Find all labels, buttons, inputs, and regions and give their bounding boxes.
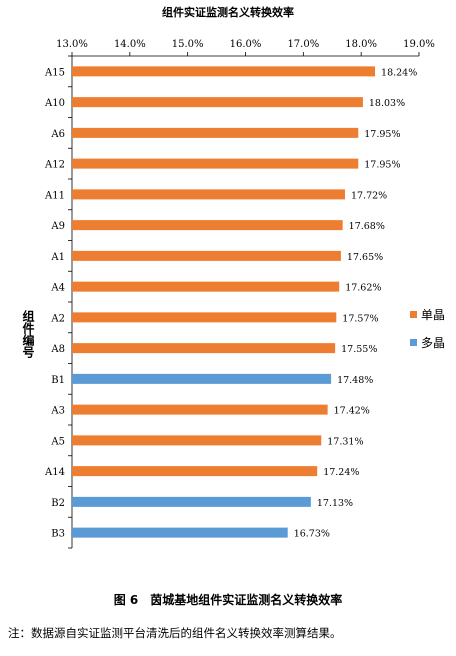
legend-label-poly: 多晶 [421, 335, 446, 350]
value-label: 17.95% [364, 129, 400, 140]
value-label: 17.48% [337, 375, 373, 386]
value-label: 17.42% [334, 406, 370, 417]
category-label: A8 [50, 344, 65, 355]
legend-swatch-poly [410, 338, 417, 346]
bar [72, 496, 311, 507]
value-label: 16.73% [294, 529, 330, 540]
bar [72, 97, 363, 108]
category-label: A1 [50, 252, 65, 263]
x-tick-label: 14.0% [114, 39, 146, 50]
value-label: 17.24% [323, 467, 359, 478]
category-label: B1 [51, 375, 65, 386]
category-label: B3 [51, 529, 65, 540]
legend-swatch-single [410, 310, 417, 318]
category-label: A2 [50, 313, 65, 324]
value-label: 17.65% [347, 252, 383, 263]
bar [72, 343, 336, 354]
value-label: 17.68% [349, 221, 385, 232]
value-label: 18.24% [381, 67, 417, 78]
category-label: A14 [44, 467, 65, 478]
category-label: B2 [51, 498, 65, 509]
category-label: A15 [44, 67, 65, 78]
category-label: A12 [44, 160, 65, 171]
figure-caption: 图 6 茵城基地组件实证监测名义转换效率 [113, 593, 343, 607]
x-tick-label: 16.0% [230, 39, 262, 50]
legend-item-single: 单晶 [410, 306, 445, 322]
value-label: 17.55% [341, 344, 377, 355]
category-label: A9 [50, 221, 65, 232]
category-label: A6 [50, 129, 65, 140]
figure-note: 注：数据源自实证监测平台清洗后的组件名义转换效率测算结果。 [8, 626, 342, 640]
bar [72, 373, 332, 384]
x-tick-label: 15.0% [172, 39, 204, 50]
category-label: A4 [50, 283, 65, 294]
bar [72, 158, 359, 169]
x-tick-label: 19.0% [403, 39, 435, 50]
legend: 单晶 多晶 [410, 306, 445, 362]
x-tick-label: 13.0% [56, 39, 88, 50]
value-label: 18.03% [369, 98, 405, 109]
chart-title: 组件实证监测名义转换效率 [162, 6, 294, 19]
y-axis-label: 组件编号 [21, 310, 35, 358]
bar [72, 66, 376, 77]
bar [72, 404, 328, 415]
bar [72, 312, 337, 323]
x-tick-label: 17.0% [287, 39, 319, 50]
bar [72, 466, 318, 477]
value-label: 17.62% [345, 283, 381, 294]
category-label: A10 [44, 98, 65, 109]
bar [72, 527, 288, 538]
bar [72, 189, 345, 200]
category-label: A3 [50, 406, 65, 417]
category-label: A11 [44, 190, 65, 201]
value-label: 17.72% [351, 190, 387, 201]
value-label: 17.31% [327, 436, 363, 447]
value-label: 17.13% [317, 498, 353, 509]
value-label: 17.95% [364, 160, 400, 171]
bar [72, 220, 343, 231]
x-tick-label: 18.0% [345, 39, 377, 50]
bar [72, 281, 340, 292]
bar [72, 127, 359, 138]
bar [72, 435, 322, 446]
bar-chart: 13.0% 14.0% 15.0% 16.0% 17.0% 18.0% 19.0% A15 18… [44, 39, 435, 549]
bar [72, 250, 341, 261]
category-label: A5 [50, 436, 65, 447]
value-label: 17.57% [342, 313, 378, 324]
legend-label-single: 单晶 [421, 307, 446, 322]
legend-item-poly: 多晶 [410, 334, 445, 350]
